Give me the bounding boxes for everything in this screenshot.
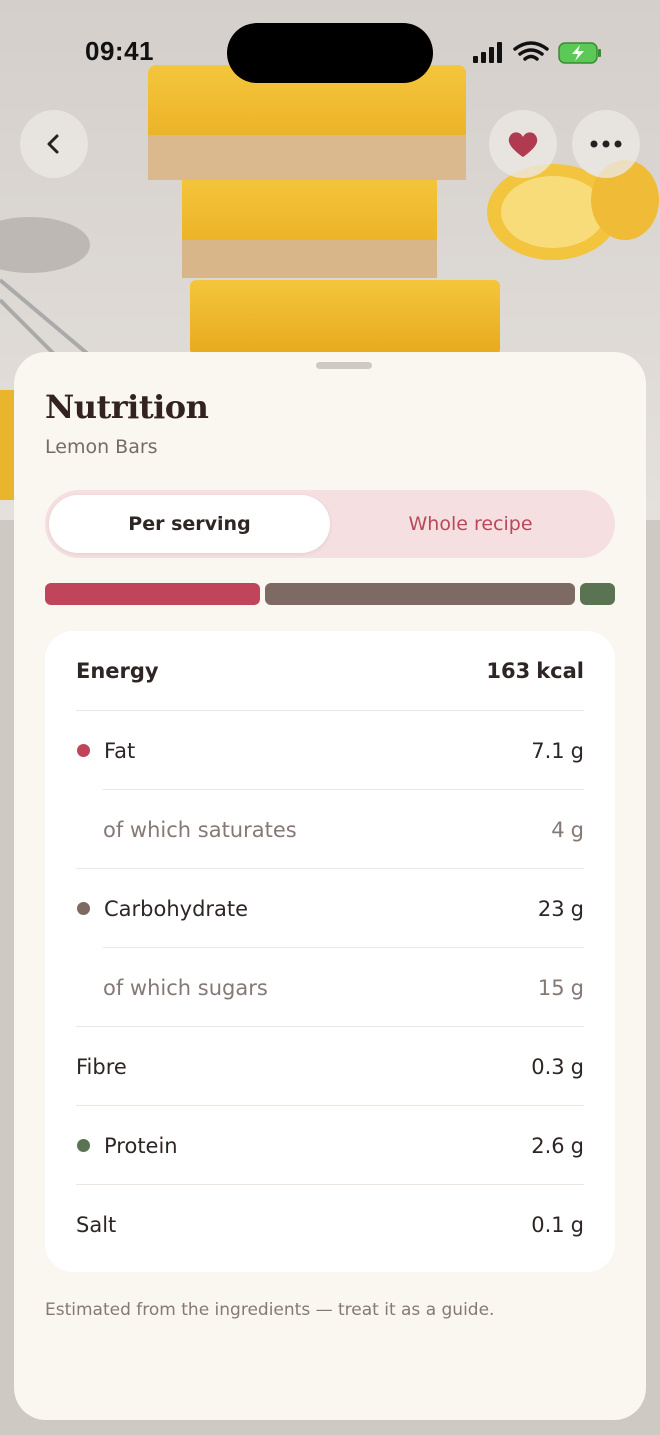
footnote: Estimated from the ingredients — treat i… [45,1300,495,1320]
recipe-name: Lemon Bars [45,436,158,458]
amount: 0.3 [531,1054,565,1079]
unit: g [570,1133,584,1158]
legend-dot [77,1139,90,1152]
amount: 4 [551,817,565,842]
nutrient-row: Salt 0.1 g [76,1184,584,1264]
unit: g [570,975,584,1000]
amount: 15 [537,975,565,1000]
amount: 7.1 [531,738,565,763]
nutrition-sheet: Nutrition Lemon Bars Per serving Whole re… [14,352,646,1420]
nutrient-row: Energy 163 kcal [76,631,584,710]
nutrient-value: 0.1 g [531,1213,584,1237]
status-bar: 09:41 [0,0,660,100]
unit: g [570,738,584,763]
unit: kcal [536,658,584,683]
nutrient-value: 15 g [538,976,584,1000]
nutrient-name: of which sugars [103,975,268,1000]
nutrient-row: of which saturates 4 g [103,789,584,869]
sheet-title: Nutrition [45,388,209,426]
nutrient-row: Protein 2.6 g [76,1105,584,1185]
unit: g [570,896,584,921]
nutrient-value: 7.1 g [531,739,584,763]
amount: 163 [486,658,531,683]
favorite-button[interactable] [489,110,557,178]
more-icon [590,140,622,148]
segmented-control: Per serving Whole recipe [45,490,615,558]
nutrient-value: 23 g [538,897,584,921]
nutrient-row: Carbohydrate 23 g [76,868,584,948]
nutrient-name: of which saturates [103,817,297,842]
macro-segment [45,583,261,605]
heart-icon [508,132,538,157]
amount: 0.1 [531,1212,565,1237]
nutrient-value: 0.3 g [531,1055,584,1079]
amount: 23 [537,896,565,921]
unit: g [570,1212,584,1237]
status-icons [473,41,601,64]
back-button[interactable] [20,110,88,178]
tab[interactable]: Per serving [49,495,330,553]
unit: g [570,817,584,842]
nutrient-name: Salt [76,1212,117,1237]
legend-dot [77,744,90,757]
nutrient-row: Fibre 0.3 g [76,1026,584,1106]
dynamic-island [227,23,433,83]
nutrient-name: Fat [104,738,136,763]
clock: 09:41 [85,36,154,66]
nutrient-row: of which sugars 15 g [103,947,584,1027]
legend-dot [77,902,90,915]
sheet-grabber[interactable] [316,362,372,369]
back-icon [47,134,59,154]
nutrient-row: Fat 7.1 g [76,710,584,790]
nutrient-name: Fibre [76,1054,127,1079]
nutrition-table: Energy 163 kcal Fat 7.1 g of which saturates 4 g… [45,631,615,1272]
macro-segment [579,583,615,605]
nutrient-name: Carbohydrate [104,896,249,921]
amount: 2.6 [531,1133,565,1158]
tab[interactable]: Whole recipe [408,513,533,535]
nutrient-name: Protein [104,1133,178,1158]
nutrient-value: 163 kcal [486,659,584,683]
unit: g [570,1054,584,1079]
macro-bar [45,583,615,605]
macro-segment [265,583,575,605]
nutrient-name: Energy [76,658,159,683]
nutrient-value: 2.6 g [531,1134,584,1158]
more-button[interactable] [572,110,640,178]
